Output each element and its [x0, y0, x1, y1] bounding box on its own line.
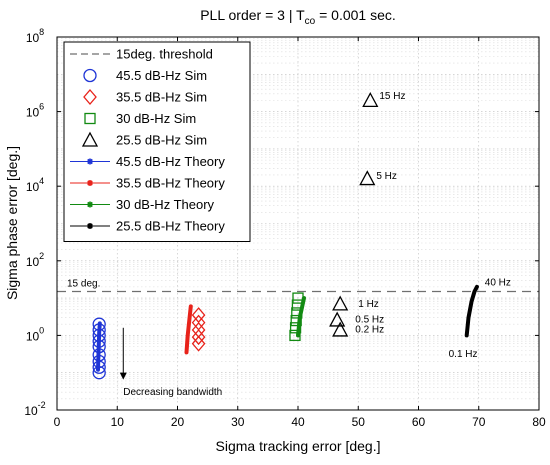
legend-label: 30 dB-Hz Theory [116, 197, 215, 212]
series-3 [329, 92, 379, 337]
y-tick-label: 10-2 [24, 400, 45, 418]
annotation-label: 40 Hz [485, 278, 511, 289]
threshold-label: 15 deg. [67, 279, 100, 290]
y-tick-label: 102 [26, 251, 44, 269]
theory-curve [96, 321, 102, 372]
annotation-label: 15 Hz [379, 91, 405, 102]
x-tick-label: 60 [412, 415, 426, 429]
sim-marker [191, 307, 206, 324]
legend-entry: 45.5 dB-Hz Sim [83, 68, 207, 83]
y-tick-label: 100 [26, 325, 44, 343]
annotation-label: Decreasing bandwidth [123, 387, 222, 398]
chart-title: PLL order = 3 | Tco = 0.001 sec. [200, 7, 396, 27]
legend-label: 45.5 dB-Hz Sim [116, 68, 207, 83]
sim-marker [362, 92, 379, 108]
sim-marker [191, 321, 206, 338]
legend-label: 45.5 dB-Hz Theory [116, 154, 225, 169]
y-axis-label: Sigma phase error [deg.] [4, 146, 20, 300]
legend-entry: 35.5 dB-Hz Theory [70, 176, 225, 191]
y-tick-label: 104 [26, 176, 44, 194]
chart-title-sub: co [305, 16, 316, 27]
x-tick-label: 40 [291, 415, 305, 429]
x-tick-label: 30 [231, 415, 245, 429]
sim-marker [359, 170, 376, 186]
sim-marker [191, 335, 206, 352]
x-tick-label: 0 [54, 415, 61, 429]
chart-title-prefix: PLL order = 3 | T [200, 7, 305, 23]
legend-swatch [83, 68, 97, 83]
x-axis-label: Sigma tracking error [deg.] [216, 438, 381, 454]
sim-marker [329, 311, 346, 327]
legend-label: 35.5 dB-Hz Sim [116, 90, 207, 105]
annotation-label: 0.2 Hz [355, 324, 384, 335]
legend-swatch-star [87, 223, 93, 229]
legend-swatch [81, 131, 99, 147]
sim-marker [332, 321, 349, 337]
series-7 [464, 284, 479, 338]
x-tick-label: 80 [532, 415, 546, 429]
legend-label: 35.5 dB-Hz Theory [116, 176, 225, 191]
legend-entry: 45.5 dB-Hz Theory [70, 154, 225, 169]
x-tick-label: 50 [352, 415, 366, 429]
series-1 [191, 307, 206, 352]
legend-entry: 30 dB-Hz Sim [84, 111, 196, 126]
series-layer [92, 92, 479, 380]
theory-curve [184, 304, 193, 355]
legend-swatch-star [87, 180, 93, 186]
chart-title-suffix: = 0.001 sec. [315, 7, 396, 23]
y-ticks: 10-2 100 102 104 106 108 [24, 27, 539, 418]
sim-marker [191, 314, 206, 331]
legend-entry: 30 dB-Hz Theory [70, 197, 215, 212]
series-5 [184, 304, 193, 355]
series-4 [96, 321, 102, 372]
legend-label: 25.5 dB-Hz Sim [116, 133, 207, 148]
sim-marker [191, 329, 206, 346]
y-tick-label: 108 [26, 27, 44, 45]
legend-swatch [83, 89, 97, 105]
theory-curve [296, 296, 306, 338]
bandwidth-arrow-head [119, 372, 127, 380]
legend-entry: 25.5 dB-Hz Theory [70, 219, 225, 234]
y-tick-label: 106 [26, 102, 44, 120]
legend-swatch-star [87, 158, 93, 165]
series-6 [296, 296, 306, 338]
theory-curve [464, 284, 479, 338]
legend-entry: 25.5 dB-Hz Sim [81, 131, 207, 148]
legend-swatch [84, 112, 96, 125]
x-tick-label: 10 [111, 415, 125, 429]
annotation-label: 0.5 Hz [355, 314, 384, 325]
legend-label: 15deg. threshold [116, 47, 213, 62]
x-tick-label: 70 [472, 415, 486, 429]
annotations-layer: 15 Hz 5 Hz 40 Hz 1 Hz 0.5 Hz0.2 Hz 0.1 Hz Decr… [119, 91, 511, 398]
threshold-layer: 15 deg. [57, 279, 539, 293]
legend-label: 25.5 dB-Hz Theory [116, 219, 225, 234]
annotation-label: 0.1 Hz [449, 349, 478, 360]
legend-label: 30 dB-Hz Sim [116, 111, 196, 126]
sim-marker [332, 295, 349, 311]
legend: 15deg. threshold 45.5 dB-Hz Sim 35.5 dB-Hz… [63, 41, 251, 242]
annotation-label: 1 Hz [358, 299, 379, 310]
x-tick-label: 20 [171, 415, 185, 429]
x-ticks: 0 10 20 30 40 50 60 70 80 [54, 37, 546, 429]
legend-entry: 35.5 dB-Hz Sim [83, 89, 207, 105]
legend-swatch-star [87, 201, 93, 208]
annotation-label: 5 Hz [376, 171, 397, 182]
legend-entry: 15deg. threshold [70, 47, 213, 62]
